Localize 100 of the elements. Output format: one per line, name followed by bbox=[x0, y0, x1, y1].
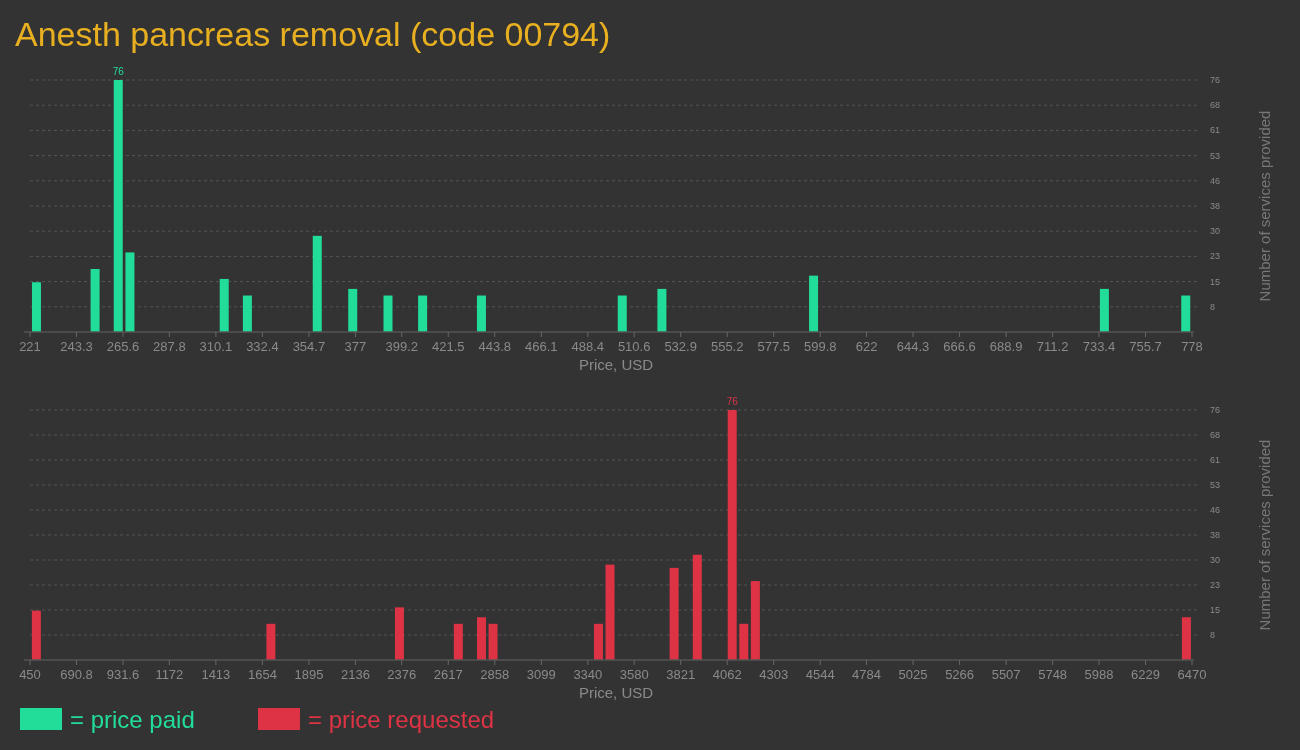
x-tick-label: 488.4 bbox=[571, 339, 605, 354]
bar bbox=[125, 252, 135, 332]
y-tick-label: 38 bbox=[1210, 201, 1221, 211]
y-tick-label: 15 bbox=[1210, 276, 1221, 287]
y-tick-label: 23 bbox=[1210, 580, 1221, 590]
y-tick-label: 8 bbox=[1210, 301, 1216, 312]
y-tick-label: 15 bbox=[1210, 605, 1221, 615]
y-tick-label: 76 bbox=[1210, 75, 1221, 85]
x-tick-label: 4544 bbox=[805, 667, 835, 682]
x-tick-label: 711.2 bbox=[1036, 339, 1069, 354]
x-tick-label: 243.3 bbox=[60, 339, 93, 354]
bar bbox=[669, 567, 679, 660]
x-tick-label: 6470 bbox=[1177, 667, 1207, 682]
x-tick-label: 644.3 bbox=[896, 339, 930, 354]
y-tick-label: 68 bbox=[1210, 100, 1221, 111]
x-tick-label: 450 bbox=[19, 667, 41, 682]
x-tick-label: 510.6 bbox=[617, 339, 651, 354]
x-tick-label: 466.1 bbox=[525, 339, 558, 354]
y-tick-label: 53 bbox=[1210, 480, 1221, 490]
x-tick-label: 6229 bbox=[1131, 667, 1160, 682]
bar bbox=[31, 610, 41, 660]
legend-label: = price requested bbox=[308, 706, 495, 733]
x-tick-label: 2376 bbox=[387, 667, 417, 682]
x-tick-label: 690.8 bbox=[60, 667, 93, 682]
bar bbox=[488, 623, 498, 660]
y-tick-label: 61 bbox=[1210, 125, 1221, 136]
bar bbox=[266, 623, 276, 660]
bar bbox=[476, 295, 486, 332]
x-tick-label: 688.9 bbox=[989, 339, 1023, 354]
legend-label: = price paid bbox=[70, 706, 195, 733]
y-tick-label: 76 bbox=[1210, 405, 1221, 415]
x-tick-label: 4784 bbox=[852, 667, 882, 682]
bar bbox=[418, 295, 428, 332]
x-tick-label: 377 bbox=[344, 339, 367, 354]
y-tick-label: 61 bbox=[1210, 455, 1221, 465]
x-tick-label: 5025 bbox=[898, 667, 928, 682]
bar bbox=[219, 278, 229, 332]
x-tick-label: 287.8 bbox=[153, 339, 186, 354]
y-axis-title: Number of services provided bbox=[1256, 439, 1273, 631]
x-tick-label: 443.8 bbox=[478, 339, 512, 354]
bar bbox=[31, 282, 41, 332]
x-tick-label: 577.5 bbox=[757, 339, 790, 354]
x-tick-label: 3340 bbox=[573, 667, 603, 682]
x-axis-title: Price, USD bbox=[578, 684, 654, 701]
x-tick-label: 399.2 bbox=[385, 339, 419, 354]
x-tick-label: 221 bbox=[19, 339, 41, 354]
x-tick-label: 778 bbox=[1181, 339, 1203, 354]
x-tick-label: 532.9 bbox=[664, 339, 697, 354]
bar bbox=[809, 275, 819, 332]
x-tick-label: 4303 bbox=[759, 667, 789, 682]
y-tick-label: 38 bbox=[1210, 530, 1221, 540]
bar bbox=[113, 80, 123, 332]
chart-title: Anesth pancreas removal (code 00794) bbox=[15, 15, 611, 53]
x-tick-label: 354.7 bbox=[292, 339, 326, 354]
x-tick-label: 265.6 bbox=[106, 339, 140, 354]
bar bbox=[90, 269, 100, 332]
x-tick-label: 2617 bbox=[433, 667, 463, 682]
bar bbox=[394, 607, 404, 660]
y-tick-label: 68 bbox=[1210, 430, 1221, 440]
y-tick-label: 23 bbox=[1210, 251, 1221, 262]
bar bbox=[750, 581, 760, 660]
bar bbox=[605, 564, 615, 660]
x-tick-label: 421.5 bbox=[432, 339, 465, 354]
x-tick-label: 622 bbox=[855, 339, 878, 354]
x-tick-label: 755.7 bbox=[1129, 339, 1162, 354]
bar bbox=[242, 295, 252, 332]
bar bbox=[453, 623, 463, 660]
y-axis-title: Number of services provided bbox=[1256, 110, 1273, 302]
x-tick-label: 1895 bbox=[294, 667, 324, 682]
x-tick-label: 310.1 bbox=[199, 339, 233, 354]
x-tick-label: 1172 bbox=[155, 667, 184, 682]
x-tick-label: 599.8 bbox=[803, 339, 837, 354]
bar bbox=[476, 617, 486, 660]
x-tick-label: 931.6 bbox=[106, 667, 140, 682]
x-tick-label: 733.4 bbox=[1082, 339, 1116, 354]
data-label: 76 bbox=[726, 396, 739, 407]
bar bbox=[1099, 288, 1109, 332]
bar bbox=[1181, 617, 1191, 660]
x-tick-label: 5748 bbox=[1038, 667, 1068, 682]
y-tick-label: 46 bbox=[1210, 505, 1221, 515]
x-tick-label: 5507 bbox=[991, 667, 1021, 682]
x-axis-title: Price, USD bbox=[578, 356, 654, 373]
y-tick-label: 8 bbox=[1210, 630, 1216, 640]
y-tick-label: 46 bbox=[1210, 175, 1221, 186]
y-tick-label: 53 bbox=[1210, 150, 1221, 161]
x-tick-label: 2136 bbox=[340, 667, 370, 682]
x-tick-label: 5988 bbox=[1084, 667, 1114, 682]
bar bbox=[312, 235, 322, 332]
x-tick-label: 5266 bbox=[945, 667, 975, 682]
bar bbox=[617, 295, 627, 332]
bar bbox=[1181, 295, 1191, 332]
x-tick-label: 3099 bbox=[526, 667, 556, 682]
bar bbox=[348, 288, 358, 332]
data-label: 76 bbox=[112, 66, 125, 77]
x-tick-label: 1654 bbox=[247, 667, 277, 682]
bar bbox=[692, 554, 702, 660]
x-tick-label: 332.4 bbox=[246, 339, 279, 354]
x-tick-label: 2858 bbox=[480, 667, 510, 682]
bar bbox=[593, 623, 603, 660]
x-tick-label: 666.6 bbox=[943, 339, 976, 354]
